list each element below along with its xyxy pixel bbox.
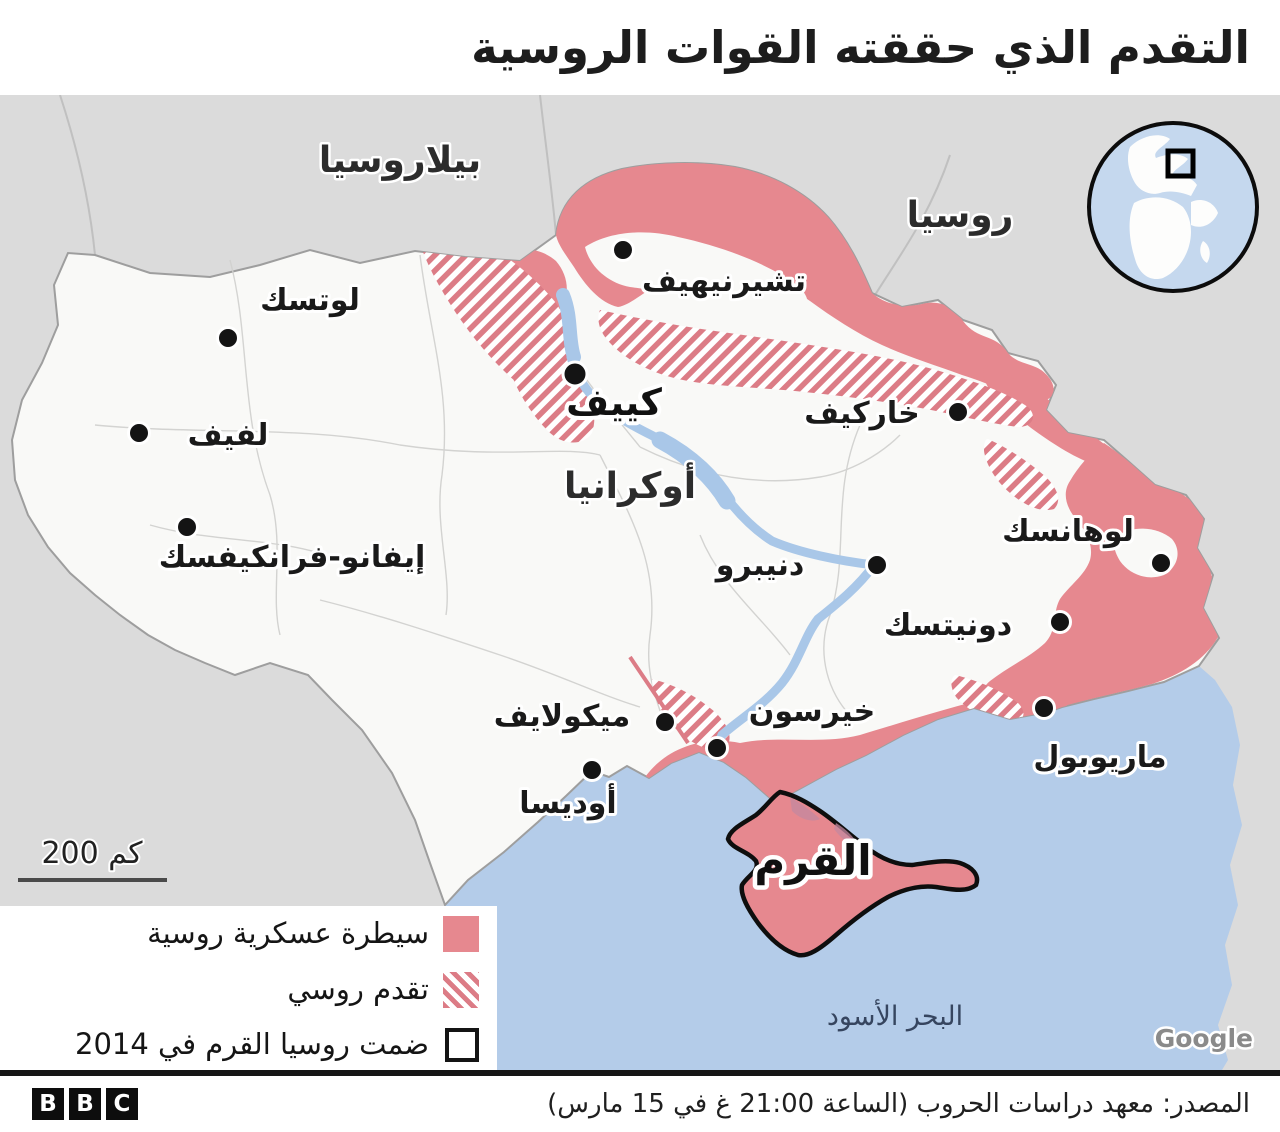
russian-advance-zones: [420, 237, 1059, 750]
city-marker: ميكولايف: [491, 696, 677, 737]
city-layer: لوتسك لفيف إيفانو-فرانكيفسك كييف تشيرنيهيف خا…: [127, 238, 1173, 824]
city-label: خاركيف: [804, 396, 920, 431]
city-label: كييف: [566, 381, 662, 424]
city-marker: كييف: [561, 360, 666, 428]
crimea-swatch: [445, 1028, 479, 1062]
city-dot: [127, 421, 151, 445]
city-marker: ماريوبول: [1030, 696, 1170, 778]
bbc-logo: B B C: [32, 1088, 138, 1120]
label-black-sea: البحر الأسود: [827, 998, 963, 1032]
city-marker: لوهانسك: [999, 511, 1173, 575]
crimea-lagoons: [790, 797, 858, 845]
label-crimea: القرم: [754, 836, 871, 886]
city-dot: [561, 360, 589, 388]
city-label: أوديسا: [519, 783, 616, 821]
city-label: لوهانسك: [1002, 514, 1134, 549]
label-ukraine: أوكرانيا: [564, 462, 696, 507]
control-swatch: [443, 916, 479, 952]
advance-line: [628, 655, 690, 745]
city-marker: لوتسك: [216, 280, 363, 350]
legend-label: تقدم روسي: [287, 972, 429, 1007]
city-label: دنيبرو: [714, 548, 804, 583]
source-text: المصدر: معهد دراسات الحروب (الساعة 21:00…: [547, 1089, 1250, 1119]
legend-item-advance: تقدم روسي: [10, 972, 479, 1008]
label-belarus: بيلاروسيا: [319, 140, 481, 181]
city-marker: دونيتسك: [881, 605, 1072, 646]
city-dot: [175, 515, 199, 539]
city-dot: [1032, 696, 1056, 720]
city-marker: أوديسا: [516, 758, 620, 824]
rivers: [556, 288, 879, 751]
globe-locator-square: [1165, 148, 1196, 179]
city-marker: دنيبرو: [711, 545, 889, 586]
city-marker: خيرسون: [705, 691, 878, 760]
bbc-logo-letter: C: [106, 1088, 138, 1120]
title-bar: التقدم الذي حققته القوات الروسية: [0, 0, 1280, 95]
city-dot: [611, 238, 635, 262]
bbc-logo-letter: B: [32, 1088, 64, 1120]
foreign-borders: [59, 94, 951, 296]
crimea-region: [725, 789, 980, 958]
city-label: إيفانو-فرانكيفسك: [159, 540, 426, 575]
globe-inset: [1087, 121, 1259, 293]
city-marker: لفيف: [127, 415, 271, 456]
map-attribution: Google: [1155, 1024, 1253, 1053]
city-label: تشيرنيهيف: [642, 264, 806, 299]
city-dot: [1149, 551, 1173, 575]
city-label: ماريوبول: [1033, 740, 1166, 775]
legend-label: ضمت روسيا القرم في 2014: [75, 1027, 429, 1062]
city-label: لفيف: [188, 418, 269, 453]
city-marker: إيفانو-فرانكيفسك: [156, 515, 428, 578]
bbc-logo-letter: B: [69, 1088, 101, 1120]
legend-label: سيطرة عسكرية روسية: [147, 916, 429, 951]
label-russia: روسيا: [907, 195, 1014, 236]
city-dot: [865, 553, 889, 577]
legend-item-control: سيطرة عسكرية روسية: [10, 916, 479, 952]
legend-item-crimea: ضمت روسيا القرم في 2014: [10, 1028, 479, 1062]
city-label: دونيتسك: [884, 608, 1012, 643]
city-label: ميكولايف: [494, 699, 630, 734]
city-dot: [653, 710, 677, 734]
page-title: التقدم الذي حققته القوات الروسية: [471, 21, 1250, 74]
footer: B B C المصدر: معهد دراسات الحروب (الساعة…: [0, 1070, 1280, 1132]
city-dot: [946, 400, 970, 424]
city-label: لوتسك: [260, 283, 360, 318]
city-marker: خاركيف: [801, 393, 970, 434]
legend: سيطرة عسكرية روسية تقدم روسي ضمت روسيا ا…: [0, 906, 497, 1070]
advance-swatch: [443, 972, 479, 1008]
city-dot: [580, 758, 604, 782]
scale-bar: 200 كم: [18, 834, 167, 882]
city-label: خيرسون: [749, 694, 875, 729]
city-dot: [705, 736, 729, 760]
city-dot: [216, 326, 240, 350]
city-marker: تشيرنيهيف: [611, 238, 809, 302]
scale-label: 200 كم: [41, 836, 143, 871]
city-dot: [1048, 610, 1072, 634]
